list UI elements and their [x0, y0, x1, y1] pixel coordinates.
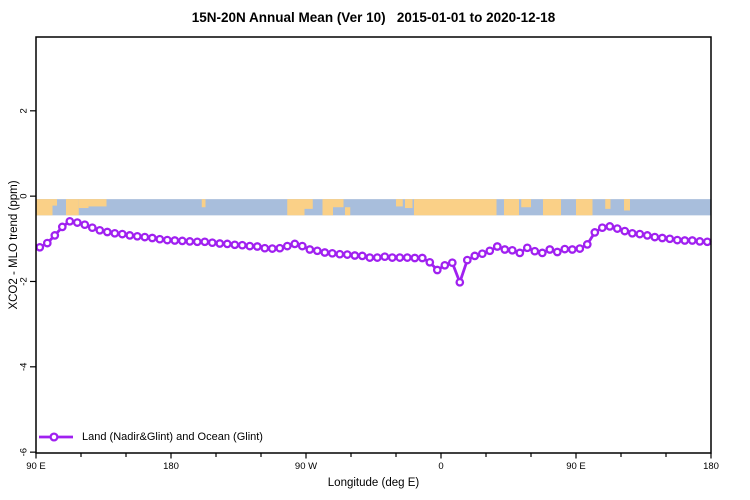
x-axis-title: Longitude (deg E)	[327, 477, 420, 489]
series-markers	[35, 216, 712, 287]
y-axis: 2 0 -2 -4 -6	[19, 108, 36, 456]
map-strip	[36, 199, 711, 216]
x-axis: 90 E 180 90 W 0 90 E 180	[26, 453, 719, 472]
y-axis-title: XCO2 - MLO trend (ppm)	[8, 180, 20, 310]
chart-title: 15N-20N Annual Mean (Ver 10) 2015-01-01 …	[191, 10, 556, 25]
svg-text:180: 180	[163, 461, 179, 472]
svg-text:0: 0	[438, 461, 443, 472]
svg-text:2: 2	[19, 108, 30, 113]
svg-text:90 E: 90 E	[566, 461, 586, 472]
plot-border	[35, 36, 712, 454]
series-line	[38, 219, 709, 284]
svg-text:180: 180	[703, 461, 719, 472]
legend-label: Land (Nadir&Glint) and Ocean (Glint)	[82, 431, 263, 443]
svg-text:90 E: 90 E	[26, 461, 46, 472]
svg-text:0: 0	[19, 193, 30, 198]
svg-text:-6: -6	[19, 448, 30, 456]
legend: Land (Nadir&Glint) and Ocean (Glint)	[38, 430, 263, 444]
legend-marker-icon	[39, 432, 73, 442]
svg-text:-4: -4	[19, 363, 30, 371]
svg-text:90 W: 90 W	[295, 461, 317, 472]
svg-text:-2: -2	[19, 277, 30, 285]
